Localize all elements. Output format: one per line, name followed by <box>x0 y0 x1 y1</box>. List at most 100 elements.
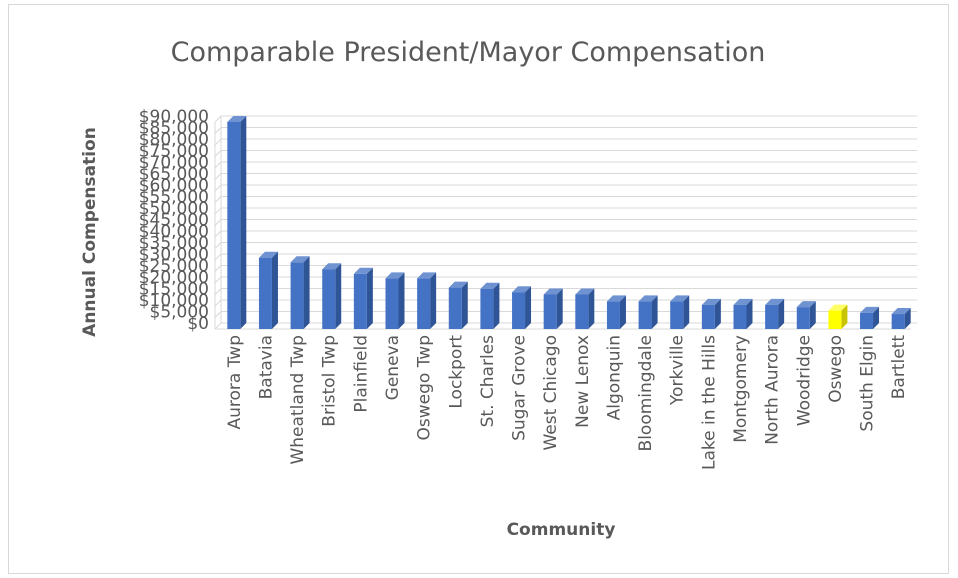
y-tick-label: $20,000 <box>139 268 209 288</box>
x-tick-label: West Chicago <box>541 335 561 451</box>
bar-side <box>398 272 405 329</box>
x-tick-label: Lockport <box>446 335 466 409</box>
bar-side <box>809 301 816 329</box>
bar-top <box>670 295 690 302</box>
y-tick-label: $5,000 <box>150 303 209 323</box>
gridline-depth <box>214 196 222 203</box>
gridline-depth <box>214 184 222 192</box>
x-tick-label: Oswego <box>826 335 846 403</box>
bar-top <box>860 306 880 313</box>
gridline-depth <box>214 322 222 330</box>
x-tick-label: Montgomery <box>731 335 751 443</box>
gridline-depth <box>214 253 222 261</box>
bar-side <box>335 263 342 329</box>
bar <box>258 251 278 329</box>
gridline-depth <box>214 173 222 180</box>
bar-side <box>461 281 468 329</box>
bar <box>828 304 848 329</box>
bar <box>860 306 880 329</box>
bar-top <box>575 288 595 295</box>
x-axis-ticks: Aurora Twp Batavia Wheatland Twp Bristol Tw… <box>225 335 909 470</box>
bar-side <box>651 295 658 329</box>
bar-front <box>638 301 652 329</box>
bar-top <box>891 308 911 315</box>
bar-side <box>683 295 690 329</box>
y-tick-label: $45,000 <box>139 211 209 231</box>
bar-front <box>701 304 715 329</box>
bar-top <box>543 288 563 295</box>
x-tick-label: Wheatland Twp <box>288 335 308 465</box>
bar-front <box>290 262 304 329</box>
bar-front <box>670 301 684 329</box>
x-tick-label: Bristol Twp <box>320 335 340 427</box>
bar-front <box>606 301 620 329</box>
bars <box>227 116 911 329</box>
x-tick-label: Algonquin <box>604 335 624 420</box>
gridline-depth <box>214 161 222 169</box>
y-tick-label: $55,000 <box>139 188 209 208</box>
y-tick-label: $40,000 <box>139 222 209 242</box>
x-tick-label: Batavia <box>256 335 276 399</box>
x-tick-label: Plainfield <box>351 335 371 413</box>
bar-side <box>271 251 278 329</box>
bar-side <box>525 286 532 329</box>
x-tick-label: South Elgin <box>858 335 878 432</box>
bar-side <box>303 256 310 329</box>
bar-top <box>417 272 437 279</box>
bar-top <box>638 295 658 302</box>
x-tick-label: Lake in the Hills <box>699 335 719 470</box>
bar <box>765 298 785 329</box>
bar <box>512 286 532 329</box>
y-tick-label: $90,000 <box>139 107 209 127</box>
bar <box>227 116 247 329</box>
bar <box>670 295 690 329</box>
bar-front <box>543 294 557 329</box>
bar-front <box>227 122 241 329</box>
bar <box>448 281 468 329</box>
bar-top <box>322 263 342 270</box>
bar-front <box>860 312 874 329</box>
bar-front <box>385 278 399 329</box>
y-tick-label: $75,000 <box>139 142 209 162</box>
bar <box>543 288 563 329</box>
x-tick-label: Geneva <box>383 335 403 400</box>
x-tick-label: Sugar Grove <box>510 335 530 441</box>
bar-top <box>701 298 721 305</box>
bar-top <box>448 281 468 288</box>
bar-top <box>385 272 405 279</box>
bar-top <box>480 282 500 289</box>
bar <box>796 301 816 329</box>
y-tick-label: $25,000 <box>139 257 209 277</box>
y-tick-label: $35,000 <box>139 234 209 254</box>
gridline-depth <box>214 219 222 226</box>
y-tick-label: $30,000 <box>139 245 209 265</box>
chart-title: Comparable President/Mayor Compensation <box>171 37 766 68</box>
bar <box>733 298 753 329</box>
gridline-depth <box>214 138 222 146</box>
gridline-depth <box>214 299 222 307</box>
bar-side <box>873 306 880 329</box>
bar-side <box>556 288 563 329</box>
bar-top <box>796 301 816 308</box>
bar-top <box>828 304 848 311</box>
bar-front <box>828 310 842 329</box>
bar-side <box>240 116 247 329</box>
bar-side <box>841 304 848 329</box>
bar-side <box>430 272 437 329</box>
bar-front <box>512 292 526 329</box>
bar-front <box>765 304 779 329</box>
bar-top <box>765 298 785 305</box>
y-tick-label: $85,000 <box>139 119 209 139</box>
bar-front <box>575 294 589 329</box>
bar-side <box>714 298 721 329</box>
bar <box>638 295 658 329</box>
gridline-depth <box>214 288 222 295</box>
gridline-depth <box>214 150 222 157</box>
y-tick-label: $10,000 <box>139 291 209 311</box>
gridline-depth <box>214 115 222 123</box>
bar <box>353 267 373 329</box>
bar-front <box>448 287 462 329</box>
bar-front <box>258 257 272 329</box>
gridline-depth <box>214 230 222 238</box>
bar-side <box>619 295 626 329</box>
